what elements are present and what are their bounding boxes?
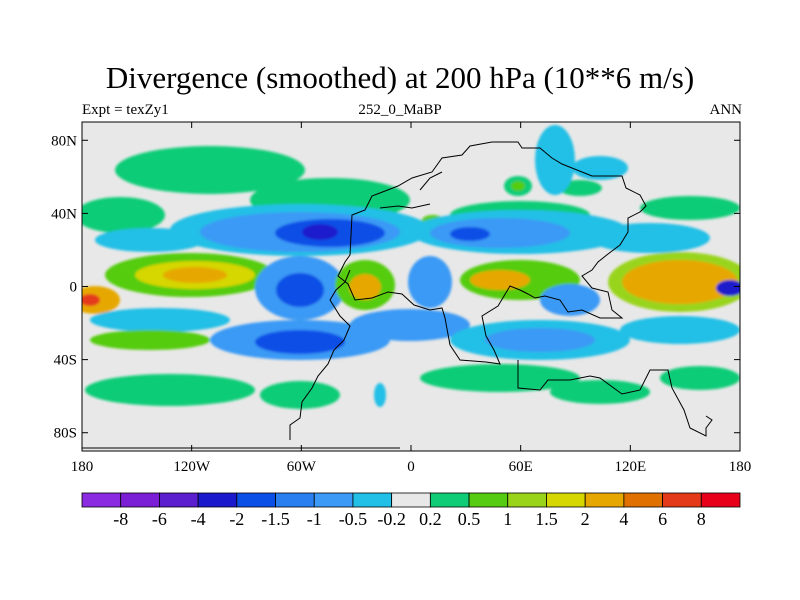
field-patch <box>540 284 600 316</box>
field-patch <box>90 330 210 350</box>
x-axis: 180 120W 60W 0 60E 120E 180 <box>71 122 752 475</box>
colorbar-swatch <box>700 492 741 508</box>
x-tick-label: 120E <box>614 459 646 475</box>
colorbar-label: -6 <box>152 509 167 529</box>
colorbar-swatch <box>352 492 393 508</box>
period-label: 252_0_MaBP <box>358 102 442 118</box>
colorbar-swatch <box>429 492 470 508</box>
colorbar-swatch <box>584 492 625 508</box>
y-axis: 80N 40N 0 40S 80S <box>51 133 740 442</box>
colorbar-label: 1 <box>503 509 512 529</box>
coastline-australia <box>517 360 713 437</box>
field-patch <box>485 328 595 352</box>
x-tick-label: 60E <box>509 459 533 475</box>
field-patch <box>622 260 738 304</box>
colorbar-swatch <box>623 492 663 508</box>
colorbar-swatch <box>275 492 315 508</box>
experiment-label: Expt = texZy1 <box>82 102 169 118</box>
colorbar-label: 1.5 <box>535 509 558 529</box>
field-patch <box>590 223 710 253</box>
colorbar-label: -1 <box>307 509 322 529</box>
field-patch <box>255 330 345 354</box>
colorbar-swatch <box>197 492 238 508</box>
field-patch <box>82 197 165 233</box>
colorbar-label: 4 <box>619 509 628 529</box>
field-patch <box>350 309 470 341</box>
colorbar: -8 -6 -4 -2 -1.5 -1 -0.5 -0.2 0.2 0.5 1 1.5 2 4 6 8 <box>81 492 741 529</box>
season-label: ANN <box>709 102 743 118</box>
colorbar-label: -0.2 <box>377 509 406 529</box>
field-patch <box>374 383 386 407</box>
colorbar-label: 0.5 <box>458 509 481 529</box>
field-patch <box>716 280 740 296</box>
colorbar-label: 8 <box>697 509 706 529</box>
plot-title: Divergence (smoothed) at 200 hPa (10**6 … <box>105 60 695 95</box>
field-patch <box>408 256 452 308</box>
colorbar-label: 2 <box>581 509 590 529</box>
colorbar-label: -4 <box>191 509 206 529</box>
x-tick-label: 180 <box>729 459 752 475</box>
field-patch <box>640 196 740 220</box>
colorbar-swatch <box>507 492 547 508</box>
field-patch <box>302 224 338 240</box>
field-patch <box>470 270 530 290</box>
y-tick-label: 40N <box>51 206 77 222</box>
x-tick-label: 180 <box>71 459 94 475</box>
coastline-eurasia-africa <box>337 141 647 365</box>
colorbar-swatch <box>546 492 586 508</box>
field-patch <box>349 274 381 300</box>
field-patch <box>82 286 120 314</box>
colorbar-swatch <box>468 492 509 508</box>
field-patch <box>420 364 580 392</box>
coastline-mediterranean <box>379 203 431 209</box>
field-patch <box>260 381 340 409</box>
colorbar-label: -0.5 <box>339 509 368 529</box>
colorbar-swatch <box>120 492 160 508</box>
colorbar-swatch <box>313 492 354 508</box>
field-patch <box>276 273 324 307</box>
x-tick-label: 0 <box>407 459 415 475</box>
colorbar-swatch <box>236 492 276 508</box>
field-patch <box>82 294 100 306</box>
x-tick-label: 120W <box>173 459 211 475</box>
field-patch <box>90 308 230 332</box>
y-tick-label: 40S <box>54 353 77 369</box>
coastlines <box>82 141 713 449</box>
field-patch <box>620 316 740 344</box>
colorbar-label: -2 <box>229 509 244 529</box>
colorbar-label: 0.2 <box>419 509 442 529</box>
field-patch <box>450 227 490 241</box>
coastline-americas <box>289 269 351 440</box>
field-patch <box>660 366 740 390</box>
colorbar-swatch <box>391 492 431 508</box>
y-tick-label: 80S <box>54 426 77 442</box>
field-patch <box>163 267 227 283</box>
x-tick-label: 60W <box>287 459 317 475</box>
field-patch <box>550 380 650 404</box>
y-tick-label: 80N <box>51 133 77 149</box>
y-tick-label: 0 <box>70 280 78 296</box>
colorbar-swatch <box>81 492 122 508</box>
colorbar-label: -8 <box>113 509 128 529</box>
field-patch <box>115 146 305 194</box>
colorbar-label: -1.5 <box>261 509 290 529</box>
field-patch <box>85 374 255 406</box>
field-patch <box>511 181 525 191</box>
coastline-greenland <box>419 171 443 191</box>
colorbar-label: 6 <box>658 509 667 529</box>
field-patch <box>95 228 205 252</box>
colorbar-swatch <box>159 492 199 508</box>
colorbar-swatch <box>662 492 702 508</box>
